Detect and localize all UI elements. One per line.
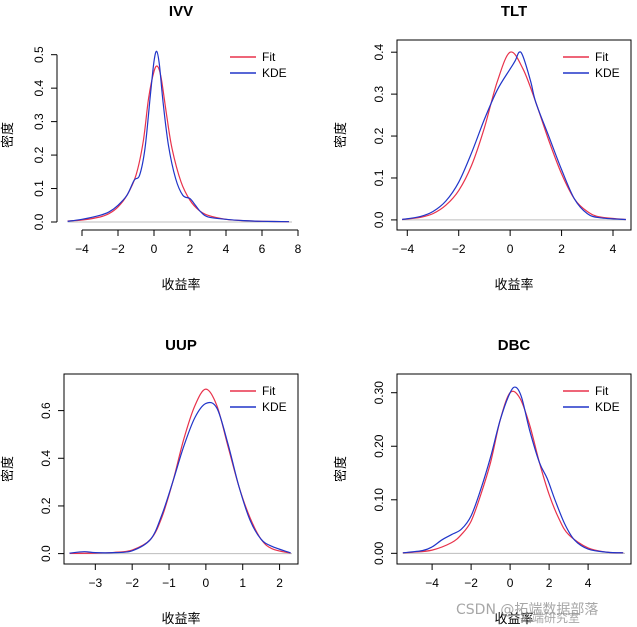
chart-title: TLT [501,3,527,20]
chart-panel-ivv: IVV 0.0 0.1 0.2 0.3 0.4 0.5 −4 −2 0 2 4 6 8 收益率 密度 Fit KD… [0,3,302,293]
y-tick-label: 0.4 [372,44,386,61]
x-axis-label: 收益率 [494,277,533,293]
y-tick-label: 0.6 [39,402,53,419]
series-line-kde [69,401,291,554]
y-tick-label: 0.0 [32,213,46,230]
x-tick-label: −2 [464,576,478,590]
y-axis-label: 密度 [0,122,16,148]
y-tick-label: 0.3 [372,85,386,102]
x-tick-label: −3 [88,576,102,590]
y-tick-label: 0.2 [39,497,53,514]
legend-label-kde: KDE [262,66,287,80]
series-line-kde [67,50,290,223]
chart-panel-tlt: TLT 0.0 0.1 0.2 0.3 0.4 −4 −2 0 2 4 收益率 密度 Fit KDE [333,3,632,293]
x-tick-label: 4 [585,576,592,590]
y-tick-label: 0.0 [372,211,386,228]
series-line-fit [402,51,626,221]
chart-panel-dbc: DBC 0.00 0.10 0.20 0.30 −4 −2 0 2 4 收益率 密度 Fit KDE [333,337,632,627]
x-tick-label: −2 [111,242,125,256]
x-tick-label: −4 [400,242,414,256]
y-tick-label: 0.10 [372,488,386,512]
y-tick-label: 0.4 [39,450,53,467]
x-tick-label: 2 [276,576,283,590]
x-tick-label: −4 [75,242,89,256]
x-tick-label: 2 [187,242,194,256]
series-line-kde [402,386,624,554]
series-line-fit [402,390,624,554]
series-line-fit [67,65,290,223]
legend-label-fit: Fit [262,384,276,398]
x-tick-label: −1 [162,576,176,590]
series-line-fit [69,388,291,554]
y-tick-label: 0.1 [32,180,46,197]
y-tick-label: 0.2 [372,127,386,144]
y-axis-label: 密度 [333,456,349,482]
y-tick-label: 0.5 [32,46,46,63]
legend-label-kde: KDE [595,400,620,414]
x-tick-label: 4 [223,242,230,256]
x-tick-label: −2 [452,242,466,256]
x-tick-label: −4 [425,576,439,590]
y-axis-label: 密度 [0,456,16,482]
y-tick-label: 0.1 [372,169,386,186]
x-tick-label: 6 [259,242,266,256]
y-axis-label: 密度 [333,122,349,148]
y-tick-label: 0.4 [32,79,46,96]
legend-label-kde: KDE [595,66,620,80]
chart-title: IVV [169,3,193,20]
x-tick-label: 0 [151,242,158,256]
y-tick-label: 0.0 [39,545,53,562]
x-axis-label: 收益率 [161,277,200,293]
y-tick-label: 0.3 [32,113,46,130]
chart-panel-uup: UUP 0.0 0.2 0.4 0.6 −3 −2 −1 0 1 2 收益率 密度 Fit KDE [0,337,299,627]
x-tick-label: 0 [507,242,514,256]
legend-label-kde: KDE [262,400,287,414]
series-line-kde [402,51,626,221]
y-tick-label: 0.2 [32,146,46,163]
watermark-text: CSDN @拓端数据部落 [456,602,598,618]
watermark-overlay-text: 拓端研究室 [520,610,580,625]
x-axis-label: 收益率 [494,611,533,627]
x-tick-label: 0 [203,576,210,590]
legend-label-fit: Fit [262,50,276,64]
legend-label-fit: Fit [595,50,609,64]
x-axis-label: 收益率 [161,611,200,627]
x-tick-label: 8 [295,242,302,256]
y-tick-label: 0.00 [372,541,386,565]
y-tick-label: 0.30 [372,381,386,405]
x-tick-label: 1 [239,576,246,590]
x-tick-label: 0 [507,576,514,590]
x-tick-label: 2 [546,576,553,590]
y-tick-label: 0.20 [372,434,386,458]
x-tick-label: 4 [610,242,617,256]
legend-label-fit: Fit [595,384,609,398]
x-tick-label: 2 [558,242,565,256]
chart-title: UUP [165,337,197,354]
chart-title: DBC [498,337,531,354]
x-tick-label: −2 [125,576,139,590]
